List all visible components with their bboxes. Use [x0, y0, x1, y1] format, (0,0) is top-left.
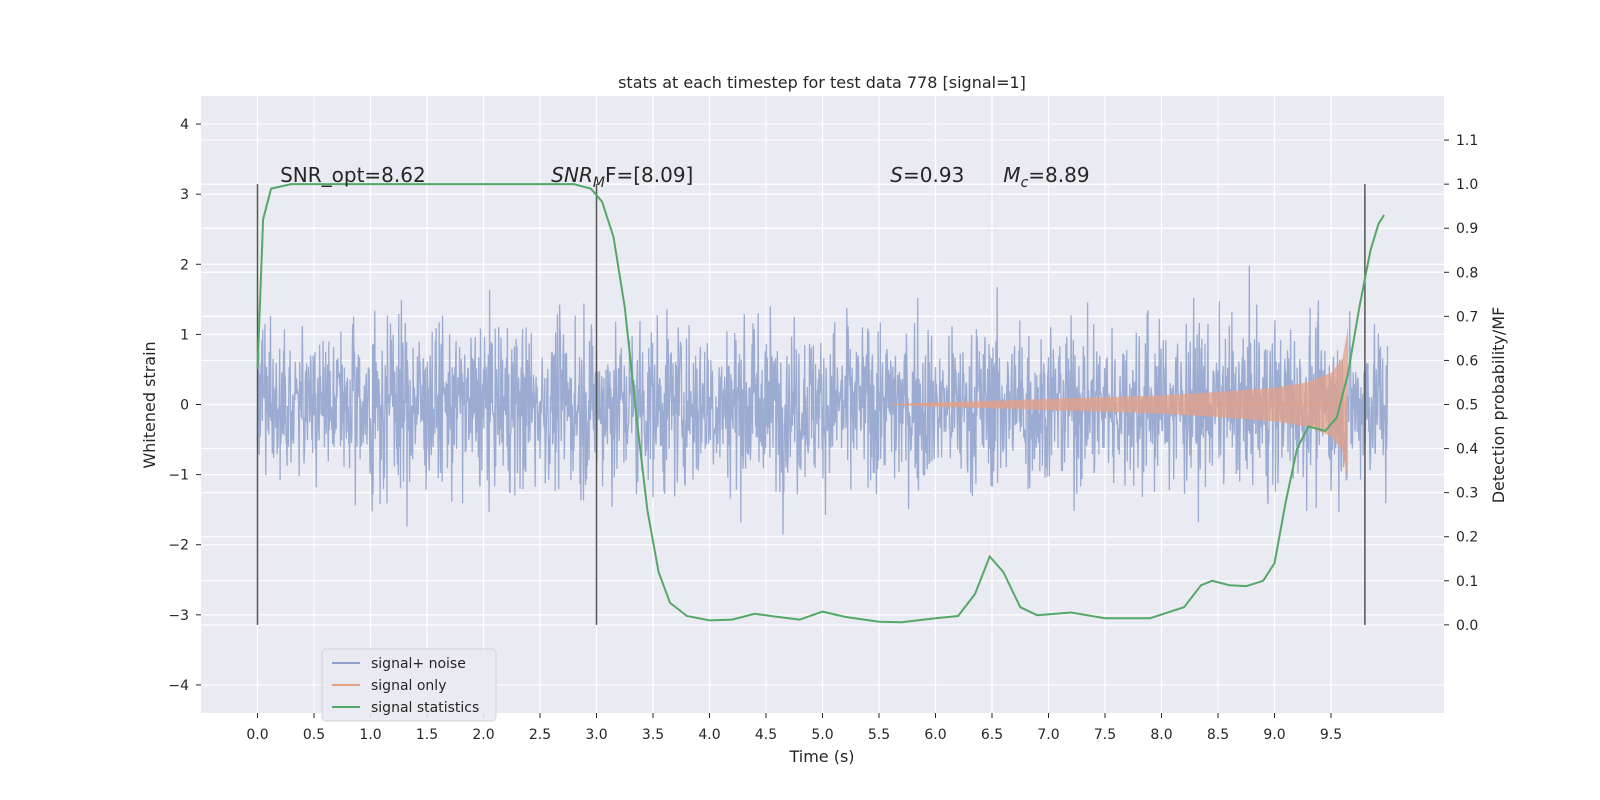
x-tick-label: 9.0	[1263, 727, 1285, 743]
x-tick-label: 1.5	[416, 727, 438, 743]
noise-trace	[256, 265, 1389, 535]
annotation: S=0.93	[890, 163, 964, 187]
annotation: Mc=8.89	[1003, 163, 1089, 191]
legend-label-stats: signal statistics	[371, 700, 479, 716]
legend: signal+ noise signal only signal statist…	[321, 648, 497, 722]
y2-tick-label: 1.0	[1456, 177, 1478, 193]
x-tick-label: 7.5	[1094, 727, 1116, 743]
annotation: SNR_opt=8.62	[280, 163, 426, 187]
signal-noise-series	[256, 265, 1389, 535]
y2-tick-label: 0.9	[1456, 221, 1478, 237]
y2-tick-label: 1.1	[1456, 133, 1478, 149]
x-axis-label: Time (s)	[788, 747, 854, 766]
x-tick-label: 0.5	[303, 727, 325, 743]
legend-label-noise: signal+ noise	[371, 656, 466, 672]
chart-title: stats at each timestep for test data 778…	[618, 73, 1026, 92]
y2-tick-label: 0.6	[1456, 353, 1478, 369]
y-tick-label: 4	[180, 117, 189, 133]
y2-tick-label: 0.5	[1456, 398, 1478, 414]
x-tick-label: 9.5	[1320, 727, 1342, 743]
y2-tick-label: 0.1	[1456, 574, 1478, 590]
y2-tick-label: 0.2	[1456, 530, 1478, 546]
y-tick-label: −3	[168, 608, 189, 624]
x-tick-label: 7.0	[1037, 727, 1059, 743]
y-tick-label: −4	[168, 678, 189, 694]
y-tick-label: 3	[180, 187, 189, 203]
y2-tick-label: 0.7	[1456, 309, 1478, 325]
x-tick-label: 2.0	[472, 727, 494, 743]
x-tick-label: 1.0	[359, 727, 381, 743]
signal-only-series	[890, 327, 1348, 482]
x-tick-label: 2.5	[529, 727, 551, 743]
annotation: SNRMF=[8.09]	[551, 163, 693, 191]
signal-statistics-series	[256, 183, 1385, 624]
y-tick-label: −1	[168, 468, 189, 484]
legend-box	[321, 648, 497, 722]
y-tick-label: −2	[168, 538, 189, 554]
y2-tick-label: 0.8	[1456, 265, 1478, 281]
legend-label-signal: signal only	[371, 678, 446, 694]
vertical-markers	[256, 184, 1366, 625]
y2-tick-label: 0.0	[1456, 618, 1478, 634]
x-tick-label: 6.5	[981, 727, 1003, 743]
y-tick-label: 1	[180, 327, 189, 343]
y2-axis-ticks: 1.1 1.0 0.9 0.8 0.7 0.6 0.5 0.4 0.3 0.2 0.1 0.0	[1444, 133, 1478, 634]
x-tick-label: 8.5	[1207, 727, 1229, 743]
y2-axis-label: Detection probability/MF	[1489, 307, 1508, 504]
x-axis-ticks: 0.0 0.5 1.0 1.5 2.0 2.5 3.0 3.5 4.0 4.5 5.0 5.5 6.0 6…	[246, 713, 1342, 743]
y-tick-label: 0	[180, 398, 189, 414]
y-tick-label: 2	[180, 257, 189, 273]
x-tick-label: 5.0	[811, 727, 833, 743]
x-tick-label: 5.5	[868, 727, 890, 743]
x-tick-label: 0.0	[246, 727, 268, 743]
x-tick-label: 3.5	[642, 727, 664, 743]
x-tick-label: 4.5	[755, 727, 777, 743]
annotations: SNR_opt=8.62 SNRMF=[8.09] S=0.93 Mc=8.89	[280, 163, 1089, 191]
y-axis-ticks: 4 3 2 1 0 −1 −2 −3 −4	[168, 117, 201, 694]
y2-tick-label: 0.3	[1456, 486, 1478, 502]
y-axis-label: Whitened strain	[140, 341, 159, 468]
x-tick-label: 6.0	[924, 727, 946, 743]
stats-line	[256, 183, 1385, 624]
y2-tick-label: 0.4	[1456, 442, 1478, 458]
x-tick-label: 8.0	[1150, 727, 1172, 743]
x-tick-label: 4.0	[698, 727, 720, 743]
x-tick-label: 3.0	[585, 727, 607, 743]
